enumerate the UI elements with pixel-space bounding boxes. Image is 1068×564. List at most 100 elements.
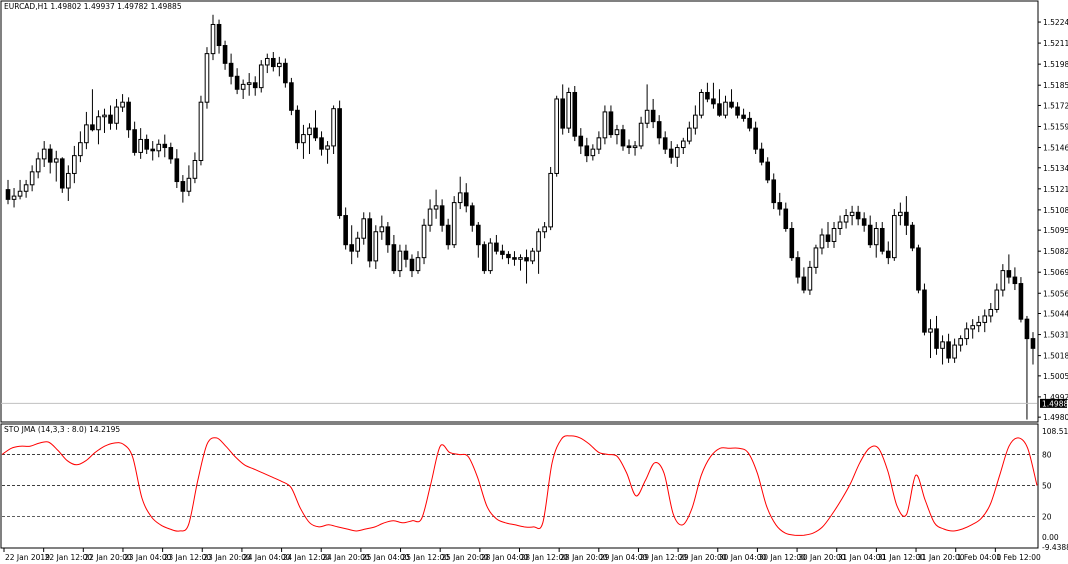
candle [102,108,107,133]
candle [385,222,391,253]
bull-candle-body [240,83,246,90]
candle [705,82,710,103]
candle [994,283,1000,313]
candle [5,179,11,205]
bull-candle-body [632,145,638,149]
candles-layer [5,14,1036,420]
price-axis-label: 1.50825 [1043,247,1068,256]
bull-candle-body [892,215,897,259]
bear-candle-body [216,23,222,47]
bull-candle-body [397,250,403,272]
candle [120,94,125,112]
bear-candle-body [234,75,240,90]
bull-candle-body [17,190,23,197]
candle [741,108,746,122]
candle [252,76,258,96]
candle [849,205,855,226]
candle [687,121,692,145]
candle [729,89,734,109]
bear-candle-body [662,137,668,150]
bear-candle-body [867,224,873,246]
bull-candle-body [831,228,837,242]
bull-candle-body [427,208,433,226]
bear-candle-body [765,161,771,181]
bear-candle-body [1024,318,1030,340]
oscillator-line [1,435,1038,536]
bear-candle-body [174,158,180,183]
bear-candle-body [445,224,451,246]
bear-candle-body [252,82,258,89]
candle [783,202,789,232]
candle [126,97,131,138]
bear-candle-body [934,328,939,349]
candle [283,58,288,88]
bear-candle-body [403,250,409,260]
bear-candle-body [319,137,324,150]
candle [572,86,578,142]
candle [343,207,348,250]
price-axis-label: 1.50310 [1043,331,1068,340]
candle [319,131,324,156]
bull-candle-body [982,315,988,323]
price-axis-label: 1.51850 [1043,81,1068,90]
bull-candle-body [674,147,680,158]
candle [295,105,300,150]
bear-candle-body [861,218,867,226]
price-axis-label: 1.50180 [1043,352,1068,361]
candle [988,302,994,323]
candle [632,141,638,156]
price-axis-label: 1.52110 [1043,39,1068,48]
bull-candle-body [687,127,692,142]
candle [644,84,650,129]
candle [506,251,511,265]
price-panel[interactable]: EURCAD,H1 1.49802 1.49937 1.49782 1.4988… [0,0,1068,423]
bull-candle-body [361,218,367,239]
time-axis-label: 30 Jan 20:00 [798,553,846,562]
candle [747,111,752,132]
bear-candle-body [126,101,131,131]
time-axis-label: 29 Jan 12:00 [639,553,687,562]
bear-candle-body [1030,338,1036,349]
oscillator-title: STO JMA (14,3,3 : 8.0) 14.2195 [4,425,120,434]
bull-candle-body [102,114,107,118]
candle [108,105,113,130]
bear-candle-body [391,244,397,272]
price-axis-label: 1.49800 [1043,413,1068,422]
bull-candle-body [1000,270,1006,291]
bull-candle-body [23,184,29,192]
bull-candle-body [277,62,282,68]
candle [192,152,198,184]
bull-candle-body [807,266,813,291]
candle [855,205,861,226]
bull-candle-body [488,242,493,272]
bull-candle-body [29,171,35,186]
bull-candle-body [837,221,843,230]
bull-candle-body [518,257,523,260]
bear-candle-body [289,82,294,111]
candle [668,141,674,164]
bear-candle-body [506,253,511,259]
candle [922,283,927,336]
candle [162,134,168,158]
bull-candle-body [566,91,572,129]
candle [807,260,813,295]
candle [867,215,873,248]
bull-candle-body [928,328,933,333]
candle [638,116,644,150]
bull-candle-body [693,114,698,129]
oscillator-axis-label: 108.5146 [1042,427,1068,436]
candle [717,89,722,117]
bear-candle-body [916,247,921,291]
bear-candle-body [747,117,752,129]
candle [289,77,294,116]
candle [53,150,59,182]
candle [373,225,379,269]
candle [602,105,608,145]
time-axis-label: 30 Jan 04:00 [719,553,767,562]
price-axis-label: 1.50695 [1043,268,1068,277]
bull-candle-body [819,234,825,249]
bear-candle-body [108,114,113,124]
candle [270,52,276,72]
bull-candle-body [898,211,903,217]
